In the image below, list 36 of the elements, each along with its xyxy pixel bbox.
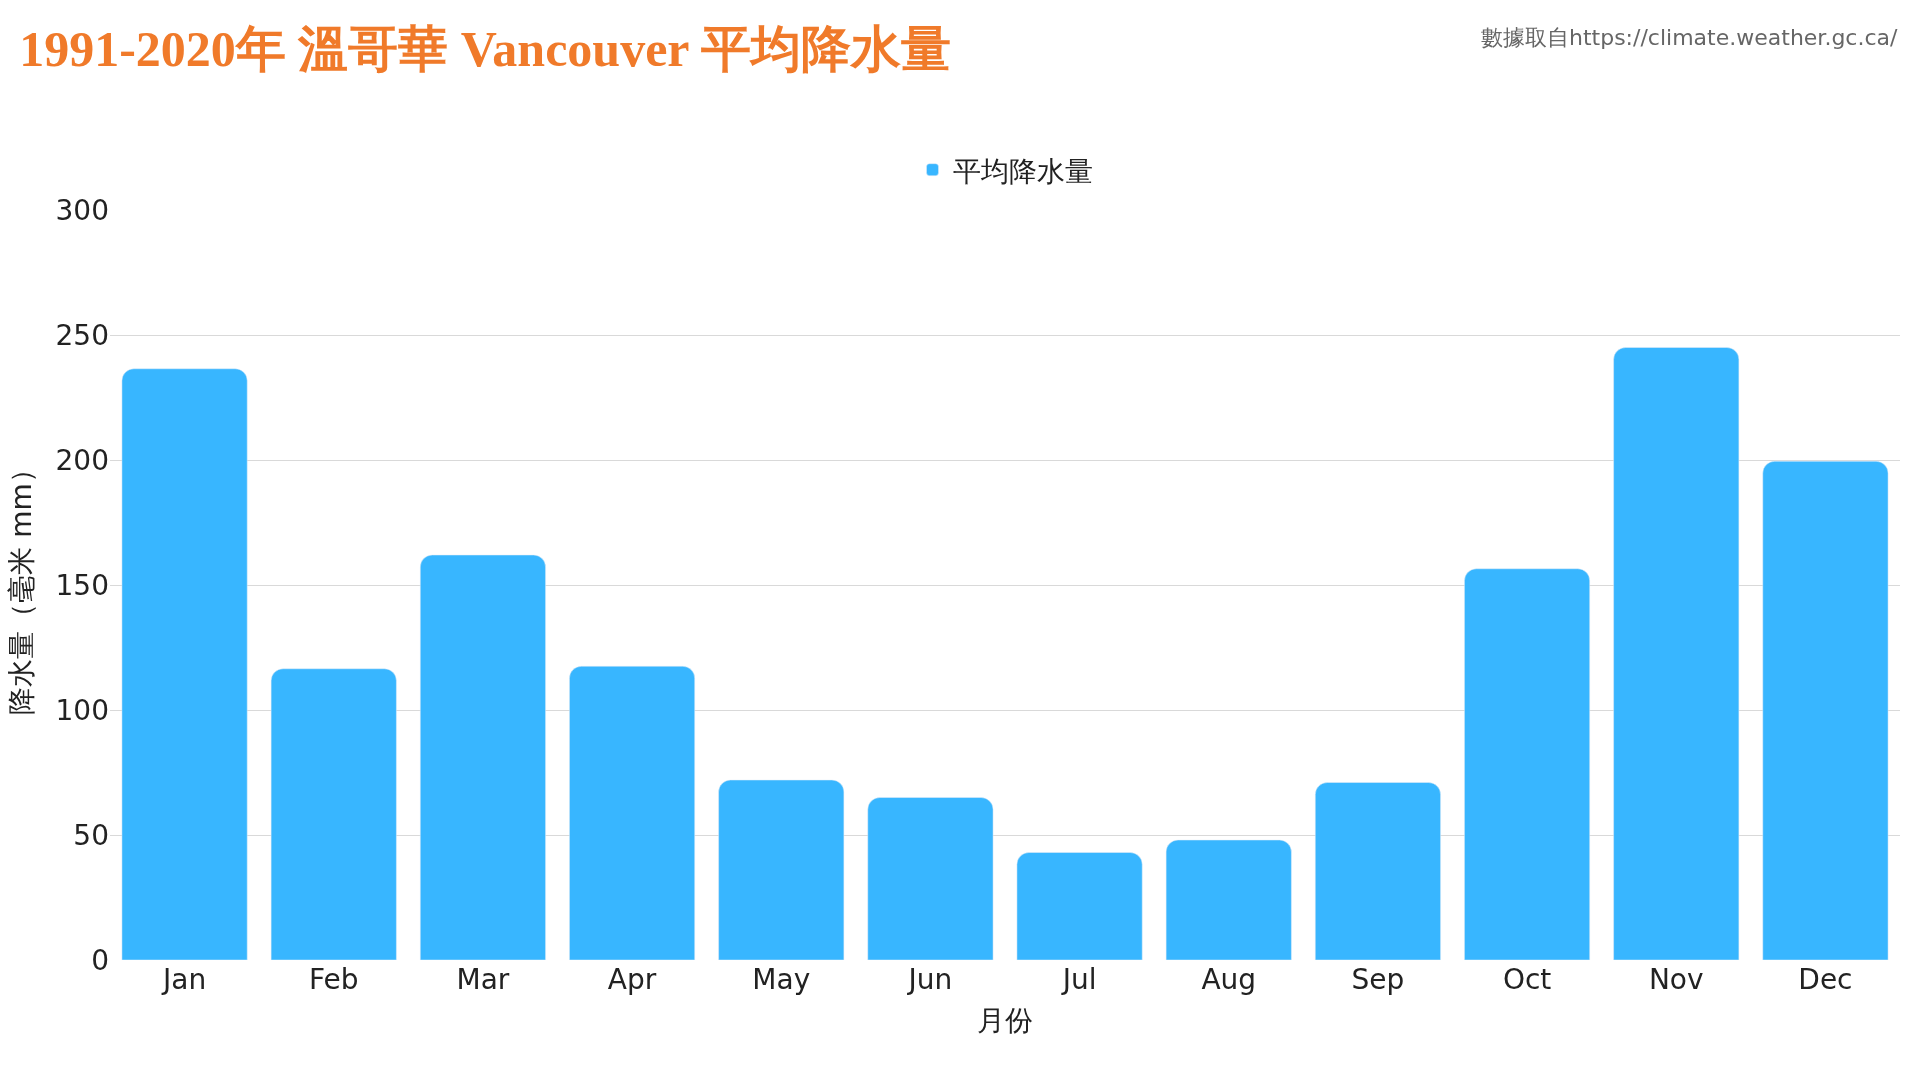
x-tick-label: Mar <box>456 963 510 996</box>
bar <box>420 554 546 960</box>
y-tick-label: 50 <box>73 818 109 852</box>
bar <box>270 668 397 960</box>
y-tick-label: 150 <box>55 568 109 602</box>
text: 數據取自https://climate.weather.gc.ca/ <box>1481 25 1899 50</box>
x-tick-label: Jun <box>906 963 953 996</box>
bar <box>1762 461 1889 960</box>
x-tick-label: Nov <box>1648 963 1704 996</box>
x-tick-label: Jan <box>160 963 207 996</box>
bar <box>1315 782 1441 960</box>
x-tick-label: Feb <box>308 963 359 996</box>
bar <box>1464 568 1590 960</box>
bar <box>121 368 248 960</box>
y-tick-label: 300 <box>55 193 109 227</box>
bar <box>569 666 695 960</box>
bar <box>1016 852 1143 960</box>
bar <box>718 779 845 960</box>
chart-title: 1991-2020年 溫哥華 Vancouver 平均降水量 <box>19 21 952 78</box>
y-tick-label: 0 <box>91 943 109 977</box>
bar <box>1165 839 1292 960</box>
bar <box>867 797 994 960</box>
x-tick-label: Jul <box>1060 963 1097 996</box>
legend-label: 平均降水量 <box>952 154 1093 188</box>
x-tick-label: Apr <box>607 963 657 996</box>
bar <box>1613 347 1740 960</box>
x-tick-label: Aug <box>1201 963 1257 996</box>
x-tick-label: Sep <box>1351 963 1405 996</box>
y-tick-label: 250 <box>55 318 109 352</box>
x-tick-label: May <box>752 963 811 996</box>
y-tick-label: 200 <box>55 443 109 477</box>
y-axis-title: 降水量（毫米 mm） <box>5 455 39 715</box>
y-tick-label: 100 <box>55 693 109 727</box>
x-tick-label: Oct <box>1502 963 1552 996</box>
x-tick-label: Dec <box>1798 963 1853 996</box>
x-axis-title: 月份 <box>977 1004 1033 1038</box>
